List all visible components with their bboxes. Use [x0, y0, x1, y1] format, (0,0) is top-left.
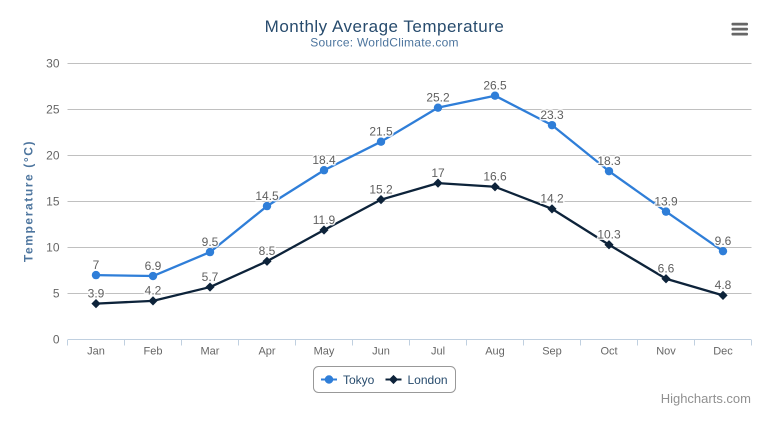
svg-text:0: 0 [53, 333, 60, 347]
svg-text:Tokyo: Tokyo [343, 373, 375, 387]
svg-text:7: 7 [93, 258, 100, 272]
svg-text:Feb: Feb [144, 346, 163, 358]
svg-text:6.9: 6.9 [145, 259, 162, 273]
svg-text:4.8: 4.8 [715, 278, 732, 292]
svg-text:London: London [408, 373, 448, 387]
svg-text:25.2: 25.2 [426, 90, 450, 104]
svg-text:Dec: Dec [713, 346, 733, 358]
svg-text:9.6: 9.6 [715, 234, 732, 248]
svg-text:14.2: 14.2 [540, 192, 564, 206]
svg-text:14.5: 14.5 [255, 189, 279, 203]
svg-text:26.5: 26.5 [483, 79, 507, 93]
svg-text:7: 7 [93, 258, 100, 272]
svg-text:18.3: 18.3 [597, 154, 621, 168]
svg-text:15: 15 [46, 195, 60, 209]
svg-text:9.6: 9.6 [715, 234, 732, 248]
svg-text:May: May [314, 346, 335, 358]
svg-text:18.4: 18.4 [312, 153, 336, 167]
svg-text:Highcharts.com: Highcharts.com [661, 391, 751, 406]
svg-text:11.9: 11.9 [313, 213, 336, 227]
svg-text:3.9: 3.9 [88, 286, 105, 300]
svg-text:15.2: 15.2 [369, 182, 393, 196]
svg-text:15.2: 15.2 [369, 182, 393, 196]
svg-text:Monthly Average Temperature: Monthly Average Temperature [265, 17, 505, 36]
svg-text:20: 20 [46, 149, 60, 163]
svg-text:4.2: 4.2 [145, 284, 162, 298]
svg-text:14.5: 14.5 [255, 189, 279, 203]
svg-text:Jan: Jan [87, 346, 105, 358]
svg-text:16.6: 16.6 [483, 170, 507, 184]
svg-text:4.8: 4.8 [715, 278, 732, 292]
svg-text:21.5: 21.5 [369, 125, 393, 139]
svg-text:23.3: 23.3 [540, 108, 564, 122]
svg-text:6.6: 6.6 [658, 262, 675, 276]
svg-text:9.5: 9.5 [202, 235, 219, 249]
svg-text:Temperature (°C): Temperature (°C) [22, 140, 36, 262]
svg-text:6.9: 6.9 [145, 259, 162, 273]
svg-text:26.5: 26.5 [483, 79, 507, 93]
svg-text:10.3: 10.3 [597, 228, 621, 242]
svg-text:6.6: 6.6 [658, 262, 675, 276]
svg-text:Jun: Jun [372, 346, 390, 358]
svg-text:13.9: 13.9 [654, 194, 678, 208]
svg-text:Source: WorldClimate.com: Source: WorldClimate.com [310, 36, 459, 50]
svg-text:25: 25 [46, 103, 60, 117]
svg-text:Mar: Mar [201, 346, 220, 358]
svg-text:30: 30 [46, 57, 60, 71]
svg-text:Aug: Aug [485, 346, 505, 358]
svg-text:8.5: 8.5 [259, 244, 276, 258]
svg-text:11.9: 11.9 [313, 213, 336, 227]
svg-text:5.7: 5.7 [202, 270, 219, 284]
svg-text:Jul: Jul [431, 346, 445, 358]
svg-text:10.3: 10.3 [597, 228, 621, 242]
svg-text:14.2: 14.2 [540, 192, 564, 206]
svg-text:Nov: Nov [656, 346, 676, 358]
svg-text:13.9: 13.9 [654, 194, 678, 208]
svg-text:8.5: 8.5 [259, 244, 276, 258]
svg-text:4.2: 4.2 [145, 284, 162, 298]
svg-text:3.9: 3.9 [88, 286, 105, 300]
svg-text:Sep: Sep [542, 346, 562, 358]
svg-text:Apr: Apr [258, 346, 275, 358]
svg-text:18.3: 18.3 [597, 154, 621, 168]
svg-text:5.7: 5.7 [202, 270, 219, 284]
svg-text:5: 5 [53, 287, 60, 301]
svg-text:17: 17 [431, 166, 445, 180]
svg-text:Oct: Oct [600, 346, 617, 358]
svg-text:17: 17 [431, 166, 445, 180]
svg-text:21.5: 21.5 [369, 125, 393, 139]
svg-text:18.4: 18.4 [312, 153, 336, 167]
svg-text:25.2: 25.2 [426, 90, 450, 104]
svg-text:9.5: 9.5 [202, 235, 219, 249]
svg-text:23.3: 23.3 [540, 108, 564, 122]
svg-text:16.6: 16.6 [483, 170, 507, 184]
svg-text:10: 10 [46, 241, 60, 255]
